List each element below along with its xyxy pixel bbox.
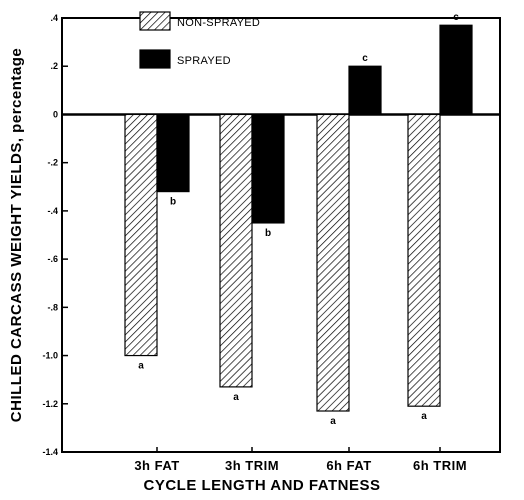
- y-axis-title: CHILLED CARCASS WEIGHT YIELDS, percentag…: [8, 48, 25, 422]
- y-tick-label: -.4: [47, 206, 58, 216]
- y-tick-label: -.2: [47, 158, 58, 168]
- y-tick-label: .2: [50, 61, 58, 71]
- significance-label: b: [170, 197, 176, 208]
- legend-swatch-non-sprayed: [139, 11, 171, 31]
- x-tick-label: 3h FAT: [134, 458, 179, 473]
- plot-frame: [61, 17, 501, 453]
- sprayed-bar: [348, 65, 382, 116]
- x-tick-label: 6h FAT: [326, 458, 371, 473]
- legend-label-non-sprayed: NON-SPRAYED: [177, 17, 260, 29]
- non-sprayed-bar: [124, 113, 158, 357]
- significance-label: c: [362, 53, 368, 64]
- sprayed-bar: [156, 113, 190, 193]
- significance-label: c: [453, 12, 459, 23]
- significance-label: a: [330, 416, 336, 427]
- x-axis-title: CYCLE LENGTH AND FATNESS: [143, 477, 380, 494]
- non-sprayed-bar: [407, 113, 441, 407]
- y-tick-label: -1.0: [42, 351, 58, 361]
- significance-label: a: [421, 411, 427, 422]
- non-sprayed-bar: [316, 113, 350, 412]
- significance-label: a: [138, 361, 144, 372]
- y-tick-label: -.6: [47, 254, 58, 264]
- x-tick-label: 6h TRIM: [413, 458, 467, 473]
- y-tick-label: -.8: [47, 302, 58, 312]
- significance-label: b: [265, 228, 271, 239]
- legend-label-sprayed: SPRAYED: [177, 55, 231, 67]
- y-tick-label: 0: [53, 109, 58, 119]
- significance-label: a: [233, 392, 239, 403]
- y-tick-label: .4: [50, 13, 58, 23]
- non-sprayed-bar: [219, 113, 253, 388]
- y-tick-label: -1.4: [42, 447, 58, 457]
- legend-swatch-sprayed: [139, 49, 171, 69]
- sprayed-bar: [439, 24, 473, 116]
- y-tick-label: -1.2: [42, 399, 58, 409]
- x-tick-label: 3h TRIM: [225, 458, 279, 473]
- sprayed-bar: [251, 113, 285, 224]
